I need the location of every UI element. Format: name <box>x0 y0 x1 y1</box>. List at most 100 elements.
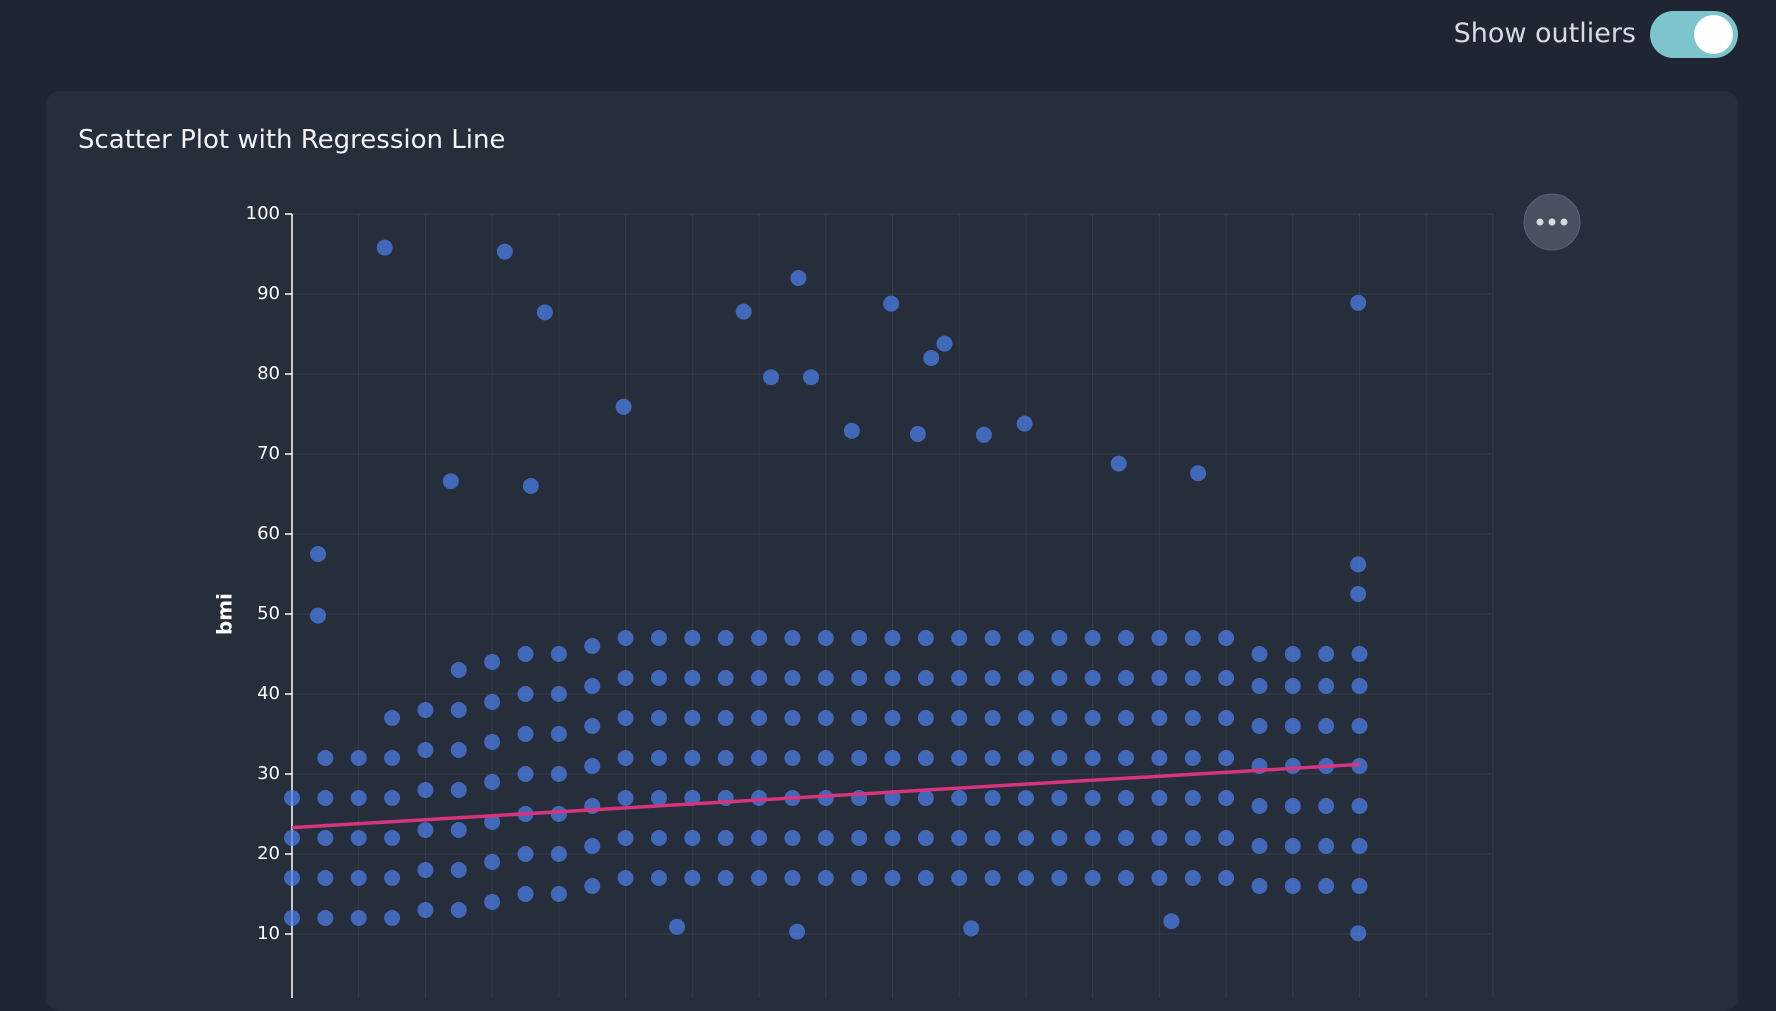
y-tick-label: 90 <box>257 283 280 304</box>
point <box>284 830 300 846</box>
point <box>484 654 501 670</box>
point <box>496 243 513 260</box>
point <box>617 870 634 886</box>
point <box>536 304 553 321</box>
chart-title: Scatter Plot with Regression Line <box>78 125 506 155</box>
point <box>751 630 768 646</box>
point <box>317 790 334 806</box>
point <box>717 750 734 766</box>
point <box>684 670 701 686</box>
point <box>384 830 401 846</box>
point <box>1351 646 1368 662</box>
point <box>1350 556 1367 573</box>
point <box>684 830 701 846</box>
point <box>310 546 327 562</box>
point <box>684 710 701 726</box>
point <box>784 750 801 766</box>
point <box>884 870 901 886</box>
point <box>617 670 634 686</box>
point <box>450 742 467 758</box>
point <box>1084 870 1101 886</box>
point <box>909 426 926 442</box>
point <box>951 710 968 726</box>
point <box>522 478 539 494</box>
point <box>1084 790 1101 806</box>
point <box>1351 878 1368 894</box>
point <box>1218 790 1235 806</box>
point <box>884 630 901 646</box>
point <box>751 790 768 806</box>
point <box>484 774 501 790</box>
point <box>1118 630 1135 646</box>
point <box>1017 870 1034 886</box>
point <box>1251 838 1268 854</box>
point <box>817 830 834 846</box>
point <box>1190 465 1207 482</box>
point <box>784 630 801 646</box>
point <box>851 750 868 766</box>
point <box>484 734 501 750</box>
point <box>917 790 934 806</box>
point <box>517 726 534 742</box>
point <box>1251 678 1268 694</box>
point <box>1151 750 1168 766</box>
point <box>417 742 434 758</box>
point <box>1284 646 1301 662</box>
point <box>917 750 934 766</box>
y-tick-label: 10 <box>257 923 280 944</box>
point <box>1051 710 1068 726</box>
point <box>1284 798 1301 814</box>
point <box>584 838 601 854</box>
y-tick-label: 60 <box>257 523 280 544</box>
point <box>917 670 934 686</box>
point <box>517 686 534 702</box>
point <box>1118 750 1135 766</box>
point <box>1318 718 1335 734</box>
point <box>1251 718 1268 734</box>
point <box>1151 830 1168 846</box>
point <box>884 750 901 766</box>
y-axis-label: bmi <box>213 593 237 635</box>
point <box>1084 670 1101 686</box>
point <box>1017 710 1034 726</box>
point <box>450 702 467 718</box>
point <box>417 822 434 838</box>
outlier-toggle[interactable] <box>1650 11 1738 58</box>
point <box>1084 830 1101 846</box>
point <box>843 422 860 439</box>
point <box>284 910 300 926</box>
point <box>1284 838 1301 854</box>
point <box>1151 790 1168 806</box>
point <box>317 830 334 846</box>
point <box>789 923 806 940</box>
point <box>384 870 401 886</box>
y-tick-label: 50 <box>257 603 280 624</box>
point <box>1184 630 1201 646</box>
point <box>1017 830 1034 846</box>
point <box>384 790 401 806</box>
point <box>1017 670 1034 686</box>
point <box>717 870 734 886</box>
point <box>310 607 327 624</box>
point <box>1351 678 1368 694</box>
point <box>817 750 834 766</box>
point <box>317 910 334 926</box>
y-tick-label: 20 <box>257 843 280 864</box>
point <box>442 473 459 490</box>
point <box>650 750 667 766</box>
point <box>817 790 834 806</box>
point <box>784 870 801 886</box>
point <box>350 750 367 766</box>
toggle-knob <box>1694 15 1733 54</box>
point <box>550 686 567 702</box>
point <box>1051 750 1068 766</box>
point <box>735 303 752 320</box>
point <box>668 918 685 935</box>
point <box>963 920 980 937</box>
point <box>1151 670 1168 686</box>
point <box>684 750 701 766</box>
point <box>650 830 667 846</box>
point <box>1051 670 1068 686</box>
point <box>984 790 1001 806</box>
